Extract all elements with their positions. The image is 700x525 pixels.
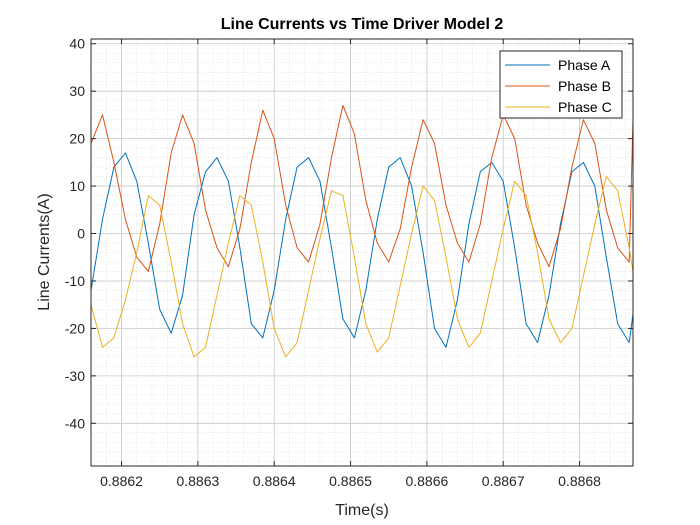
y-tick-label: -10 — [65, 273, 85, 289]
legend: Phase A Phase B Phase C — [499, 50, 623, 119]
legend-label-phase-b: Phase B — [558, 78, 611, 94]
x-axis-label: Time(s) — [335, 502, 389, 519]
y-tick-label: 10 — [69, 178, 85, 194]
y-tick-label: -40 — [65, 415, 85, 431]
x-tick-label: 0.8863 — [176, 473, 219, 489]
x-tick-label: 0.8865 — [329, 473, 372, 489]
x-tick-label: 0.8868 — [558, 473, 601, 489]
x-tick-label: 0.8867 — [482, 473, 525, 489]
legend-label-phase-c: Phase C — [558, 99, 612, 115]
series-line-phase-a — [91, 152, 633, 348]
major-grid — [91, 39, 633, 466]
y-tick-label: 30 — [69, 83, 85, 99]
axes-box — [90, 38, 634, 467]
legend-label-phase-a: Phase A — [558, 57, 611, 73]
y-tick-labels: 40 30 20 10 0 -10 -20 -30 -40 — [65, 36, 85, 432]
x-tick-label: 0.8864 — [253, 473, 296, 489]
y-tick-label: 20 — [69, 131, 85, 147]
series-line-phase-c — [91, 176, 633, 358]
axis-ticks — [91, 39, 633, 466]
x-tick-labels: 0.8862 0.8863 0.8864 0.8865 0.8866 0.8867 0.88… — [100, 473, 601, 489]
series-layer — [91, 104, 633, 358]
x-tick-label: 0.8866 — [405, 473, 448, 489]
y-tick-label: 40 — [69, 36, 85, 52]
y-tick-label: -20 — [65, 320, 85, 336]
y-tick-label: 0 — [77, 226, 85, 242]
chart-title: Line Currents vs Time Driver Model 2 — [221, 16, 504, 33]
series-line-phase-b — [91, 104, 633, 272]
x-tick-label: 0.8862 — [100, 473, 143, 489]
y-tick-label: -30 — [65, 368, 85, 384]
y-axis-label: Line Currents(A) — [36, 193, 53, 310]
